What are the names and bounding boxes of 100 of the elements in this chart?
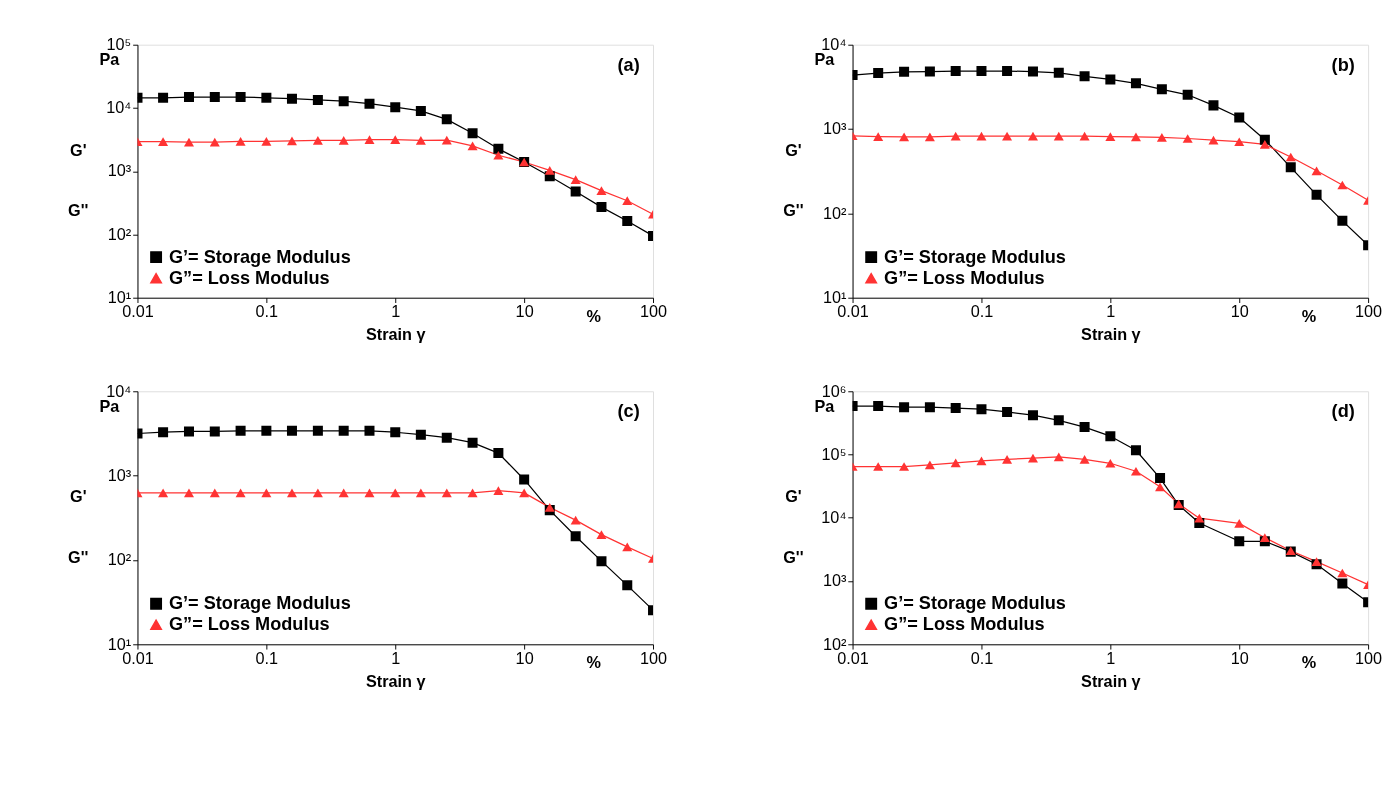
- point: [544, 503, 555, 512]
- point: [873, 401, 884, 412]
- y-tick-label: 10³: [107, 465, 132, 484]
- point: [441, 135, 452, 145]
- point: [1234, 519, 1245, 528]
- point: [1105, 431, 1116, 442]
- point: [976, 66, 987, 77]
- point: [209, 426, 220, 437]
- point: [899, 402, 910, 413]
- point: [1053, 415, 1064, 426]
- point: [493, 486, 504, 495]
- y-tick-label: 10³: [822, 571, 847, 590]
- point: [950, 458, 961, 468]
- point: [209, 92, 220, 103]
- point: [1156, 133, 1167, 142]
- point: [596, 202, 607, 213]
- point: [899, 132, 910, 142]
- point: [364, 488, 375, 498]
- point: [873, 68, 884, 79]
- point: [235, 488, 246, 498]
- point: [390, 135, 401, 144]
- y-tick-label: 10⁴: [821, 34, 847, 53]
- point: [570, 515, 581, 525]
- point: [390, 488, 401, 498]
- point: [622, 580, 633, 591]
- point: [544, 166, 555, 175]
- text: G'': [68, 201, 89, 220]
- point: [158, 488, 169, 498]
- point: [1259, 140, 1270, 149]
- point: [1130, 445, 1141, 456]
- point: [1311, 166, 1322, 176]
- point: [1002, 454, 1013, 464]
- point: [338, 136, 349, 145]
- text: (b): [1331, 54, 1355, 75]
- point: [1337, 578, 1348, 589]
- x-tick-label: 10: [1230, 302, 1249, 321]
- point: [622, 542, 633, 552]
- point: [467, 128, 478, 139]
- point: [493, 150, 504, 160]
- point: [1337, 180, 1348, 190]
- point: [1105, 132, 1116, 141]
- x-tick-label: 100: [639, 302, 668, 321]
- point: [1027, 410, 1038, 421]
- point: [976, 131, 987, 141]
- x-tick-label: 1: [391, 302, 401, 321]
- legend-label: G’= Storage Modulus: [884, 593, 1066, 614]
- point: [622, 196, 633, 206]
- point: [924, 66, 935, 77]
- x-axis-title: Strain γ: [1081, 325, 1141, 344]
- point: [158, 427, 169, 438]
- point: [1234, 536, 1245, 547]
- point: [924, 460, 935, 470]
- x-tick-label: 0.1: [970, 648, 994, 667]
- x-tick-label: 100: [1355, 648, 1383, 667]
- point: [441, 488, 452, 498]
- x-tick-label: 0.1: [970, 302, 994, 321]
- x-tick-label: 10: [515, 302, 534, 321]
- x-tick-label: 0.1: [255, 648, 279, 667]
- x-tick-label: 100: [639, 648, 668, 667]
- text: G'': [783, 548, 804, 567]
- point: [873, 462, 884, 471]
- point: [596, 556, 607, 567]
- point: [312, 94, 323, 105]
- point: [286, 136, 297, 146]
- point: [261, 137, 272, 146]
- point: [415, 429, 426, 440]
- text: G': [70, 487, 87, 506]
- text: (d): [1331, 401, 1355, 422]
- point: [1285, 152, 1296, 162]
- point: [286, 425, 297, 436]
- text: G'': [783, 201, 804, 220]
- point: [924, 402, 935, 413]
- y-tick-label: 10²: [822, 203, 847, 222]
- point: [1337, 568, 1348, 578]
- point: [183, 426, 194, 437]
- point: [183, 92, 194, 103]
- point: [570, 531, 581, 542]
- point: [519, 488, 530, 498]
- point: [1053, 452, 1064, 462]
- point: [467, 141, 478, 151]
- point: [286, 93, 297, 104]
- x-tick-label: 100: [1355, 302, 1383, 321]
- point: [1002, 406, 1013, 417]
- point: [158, 92, 169, 103]
- point: [1105, 458, 1116, 468]
- text: G': [70, 140, 87, 159]
- point: [235, 137, 246, 146]
- point: [596, 530, 607, 539]
- point: [467, 488, 478, 498]
- y-tick-label: 10⁴: [821, 508, 847, 527]
- point: [950, 66, 961, 77]
- point: [364, 135, 375, 144]
- point: [235, 92, 246, 103]
- legend-label: G’= Storage Modulus: [168, 593, 351, 614]
- point: [493, 448, 504, 459]
- point: [1234, 137, 1245, 147]
- point: [976, 456, 987, 466]
- point: [1079, 422, 1090, 433]
- point: [950, 403, 961, 414]
- x-tick-label: 1: [1106, 302, 1116, 321]
